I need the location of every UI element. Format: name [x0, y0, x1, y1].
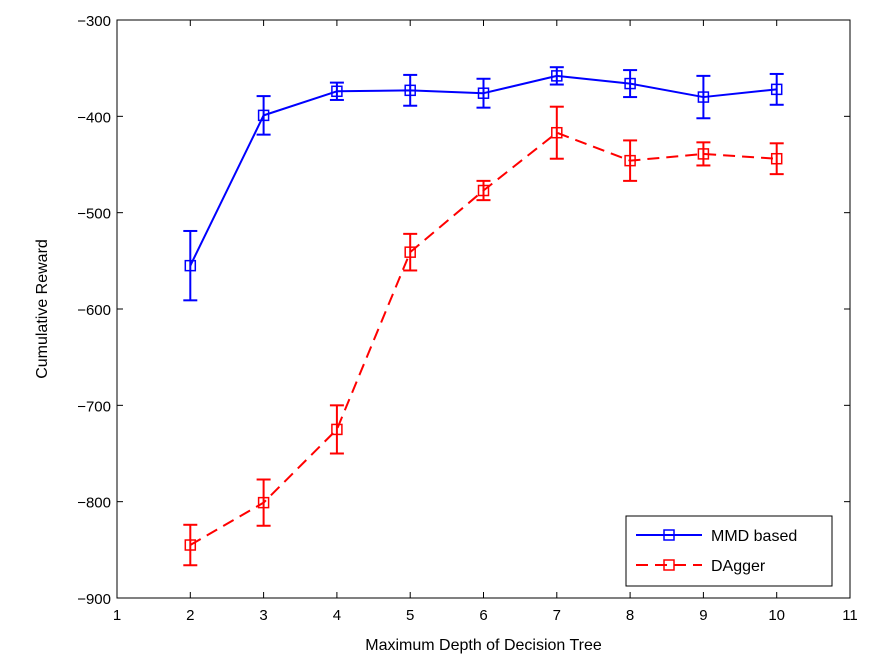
x-tick-label: 2	[186, 607, 194, 624]
data-point-mmd-based	[257, 109, 270, 122]
data-point-dagger	[624, 154, 636, 167]
data-point-dagger	[697, 148, 710, 160]
data-point-mmd-based	[770, 83, 783, 96]
x-tick-label: 6	[479, 607, 487, 624]
data-point-mmd-based	[184, 259, 197, 272]
data-point-dagger	[477, 184, 490, 197]
data-point-dagger	[404, 246, 416, 258]
data-point-mmd-based	[551, 70, 563, 82]
legend-label-dagger: DAgger	[711, 558, 766, 575]
data-point-mmd-based	[624, 77, 636, 90]
data-point-mmd-based	[697, 91, 710, 103]
y-tick-label: −600	[77, 302, 111, 319]
data-point-dagger	[184, 539, 197, 551]
data-point-dagger	[331, 423, 343, 436]
legend-box	[625, 515, 833, 587]
axis-ticks: 1 2 3 4 5 6 7 8 9 10 11 −900 −800 −700 −600 −500 −400 −30…	[77, 13, 858, 624]
legend-marker-mmd-based	[663, 529, 675, 541]
x-tick-label: 4	[333, 607, 341, 624]
y-tick-label: −700	[77, 398, 111, 415]
legend-label-mmd-based: MMD based	[711, 528, 797, 545]
x-tick-label: 10	[768, 607, 785, 624]
data-point-mmd-based	[331, 85, 343, 98]
x-tick-label: 5	[406, 607, 414, 624]
x-tick-label: 3	[259, 607, 267, 624]
legend-marker-dagger	[663, 559, 675, 571]
legend: MMD based DAgger	[625, 515, 833, 587]
data-point-dagger	[551, 126, 563, 139]
y-tick-label: −300	[77, 13, 111, 30]
data-point-mmd-based	[477, 87, 490, 99]
x-tick-label: 8	[626, 607, 634, 624]
y-axis-label: Cumulative Reward	[34, 239, 51, 379]
x-tick-label: 7	[553, 607, 561, 624]
data-point-dagger	[770, 152, 783, 165]
x-tick-label: 1	[113, 607, 121, 624]
series-layer	[183, 66, 784, 567]
data-point-dagger	[257, 496, 270, 509]
x-tick-label: 11	[842, 607, 858, 624]
y-tick-label: −500	[77, 206, 111, 223]
x-tick-label: 9	[699, 607, 707, 624]
y-tick-label: −900	[77, 591, 111, 608]
y-tick-label: −400	[77, 109, 111, 126]
y-tick-label: −800	[77, 495, 111, 512]
data-point-mmd-based	[404, 84, 416, 97]
x-axis-label: Maximum Depth of Decision Tree	[365, 637, 602, 654]
